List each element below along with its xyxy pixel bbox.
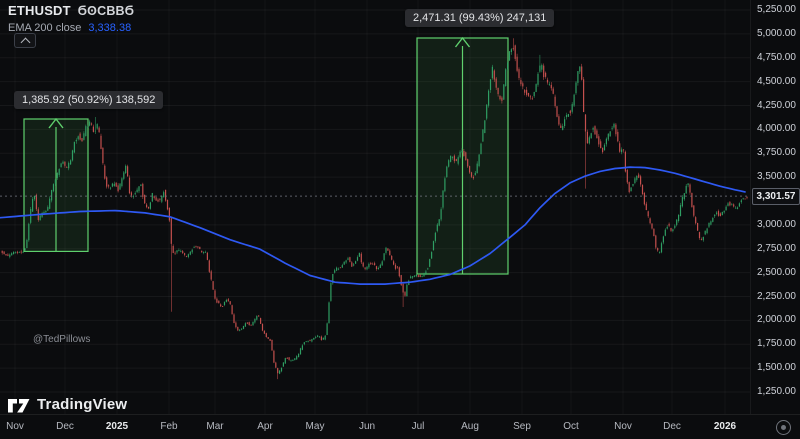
candlestick-series: [1, 38, 748, 380]
time-axis[interactable]: Nov Dec 2025 Feb Mar Apr May Jun Jul Aug Sep Oct Nov…: [0, 414, 800, 439]
measure-arrow-head: [48, 117, 64, 129]
price-axis-label: 2,250.00: [757, 291, 796, 302]
price-axis[interactable]: 3,301.57 5,250.00 5,000.00 4,750.00 4,500.0…: [750, 0, 800, 414]
ema-line[interactable]: [0, 166, 746, 285]
price-axis-label: 5,250.00: [757, 4, 796, 15]
price-axis-label: 4,500.00: [757, 76, 796, 87]
tradingview-logo-icon: [8, 399, 30, 413]
time-axis-label: Apr: [257, 421, 273, 432]
last-price-badge: 3,301.57: [752, 188, 800, 205]
price-axis-label: 4,000.00: [757, 123, 796, 134]
time-axis-label: Jun: [358, 421, 376, 432]
price-axis-label: 2,750.00: [757, 243, 796, 254]
indicator-value: 3,338.38: [88, 22, 132, 34]
price-axis-label: 1,750.00: [757, 338, 796, 349]
time-axis-label: Feb: [160, 421, 178, 432]
symbol-row[interactable]: ETHUSDT ϬʘϹΒΒϬ: [8, 3, 134, 18]
price-axis-label: 1,250.00: [757, 386, 796, 397]
time-axis-label: 2026: [713, 421, 737, 432]
time-axis-label: May: [305, 421, 325, 432]
indicator-row[interactable]: EMA 200 close 3,338.38: [8, 22, 134, 34]
price-axis-label: 3,750.00: [757, 147, 796, 158]
time-axis-label: Jul: [411, 421, 425, 432]
price-axis-label: 3,000.00: [757, 219, 796, 230]
symbol-title: ETHUSDT: [8, 3, 71, 18]
tradingview-logo[interactable]: TradingView: [8, 395, 127, 413]
time-axis-label: Sep: [513, 421, 531, 432]
measurement-label[interactable]: 2,471.31 (99.43%) 247,131: [405, 9, 555, 27]
measure-arrow-head: [454, 36, 471, 48]
time-axis-label: Mar: [206, 421, 224, 432]
symbol-suffix: ϬʘϹΒΒϬ: [77, 4, 135, 18]
chevron-up-icon: [20, 37, 30, 48]
scale-settings-icon[interactable]: [776, 420, 791, 435]
grid: [0, 9, 750, 393]
time-axis-label: Aug: [461, 421, 479, 432]
time-axis-label: 2025: [105, 421, 129, 432]
price-axis-label: 5,000.00: [757, 28, 796, 39]
time-axis-label: Nov: [6, 421, 24, 432]
time-axis-label: Nov: [614, 421, 632, 432]
price-axis-label: 2,500.00: [757, 267, 796, 278]
indicator-label: EMA 200 close: [8, 22, 82, 34]
price-axis-label: 4,750.00: [757, 52, 796, 63]
chart-legend: ETHUSDT ϬʘϹΒΒϬ EMA 200 close 3,338.38: [8, 3, 134, 34]
time-axis-label: Dec: [56, 421, 74, 432]
price-axis-label: 1,500.00: [757, 362, 796, 373]
measurement-box[interactable]: [23, 117, 89, 252]
time-axis-label: Dec: [663, 421, 681, 432]
tradingview-logo-text: TradingView: [37, 395, 128, 413]
time-axis-label: Oct: [563, 421, 579, 432]
price-axis-label: 3,500.00: [757, 171, 796, 182]
price-axis-label: 2,000.00: [757, 314, 796, 325]
measurement-label[interactable]: 1,385.92 (50.92%) 138,592: [14, 91, 164, 109]
price-axis-label: 4,250.00: [757, 100, 796, 111]
collapse-indicators-button[interactable]: [14, 33, 36, 48]
watermark: @TedPillows: [33, 334, 91, 345]
